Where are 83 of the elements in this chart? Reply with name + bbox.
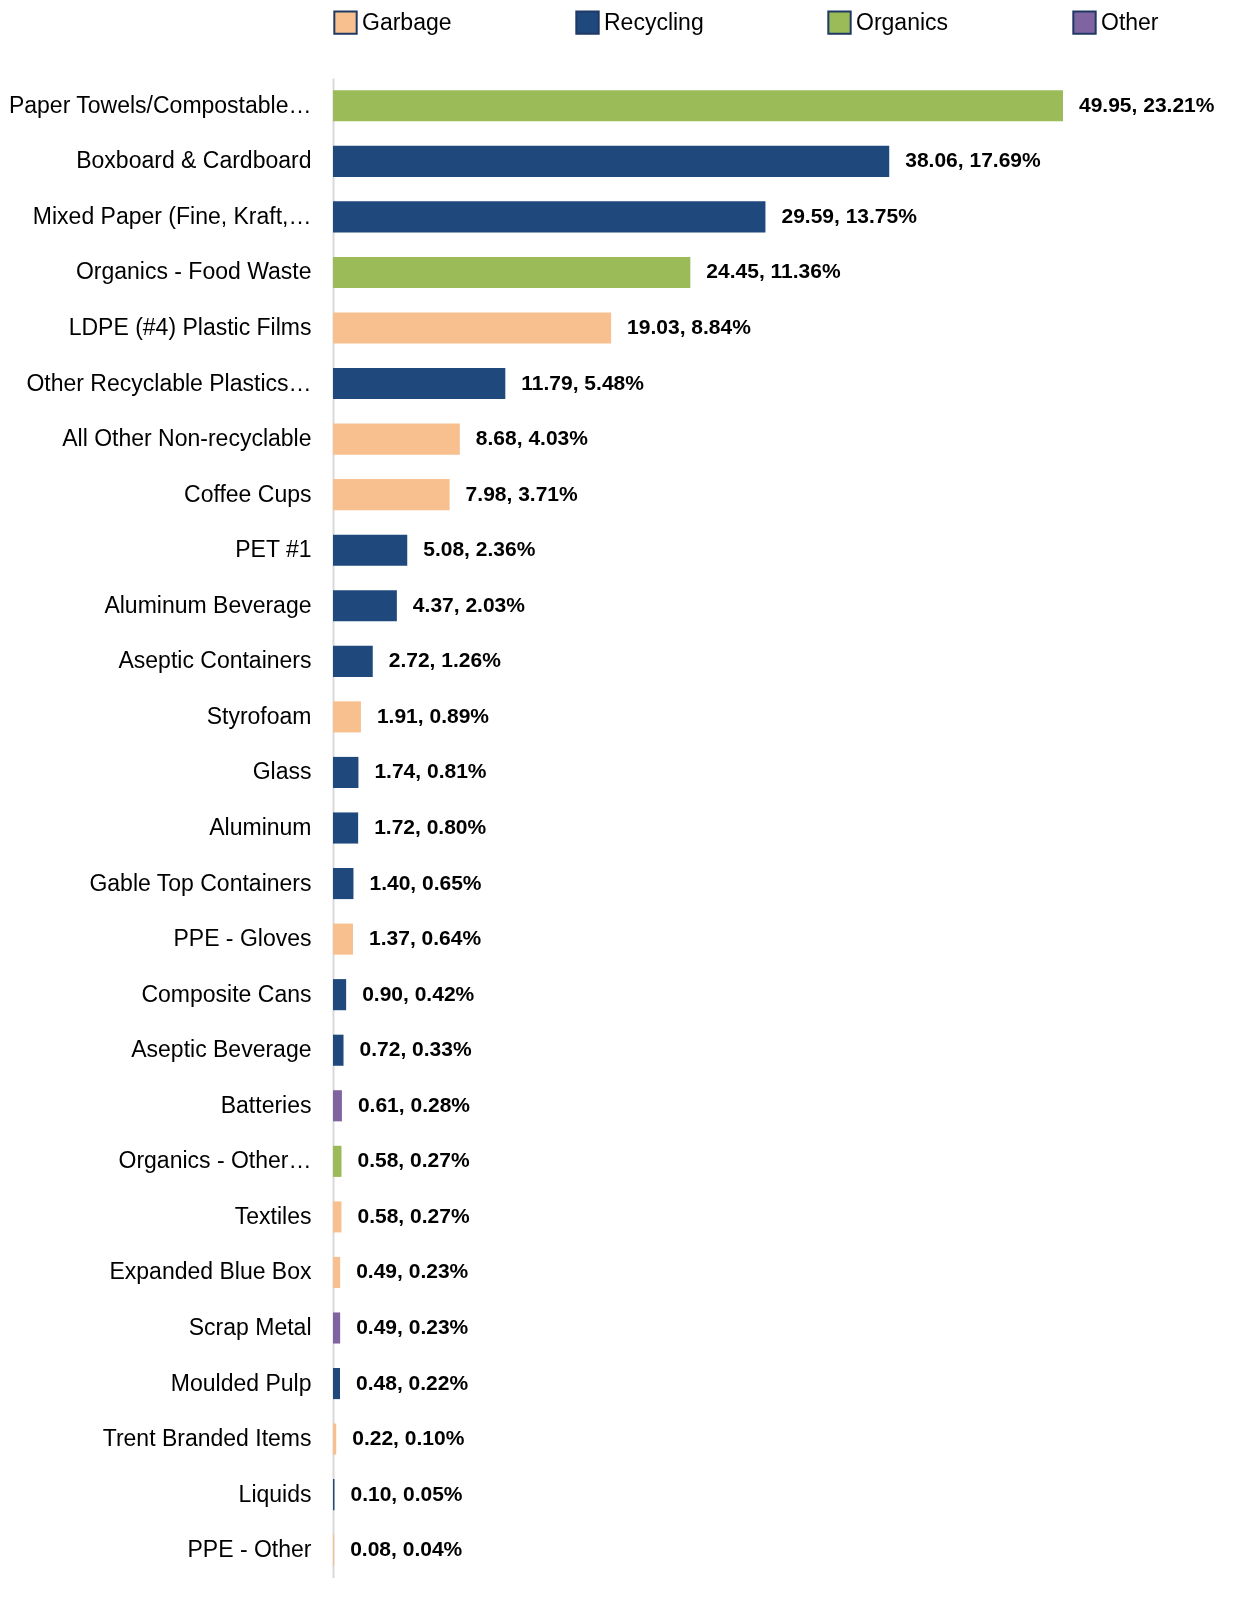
data-label: 0.49, 0.23% <box>356 1259 469 1283</box>
y-tick-label: All Other Non-recyclable <box>62 425 312 452</box>
data-label: 38.06, 17.69% <box>905 148 1041 172</box>
y-tick-label: LDPE (#4) Plastic Films <box>68 314 312 340</box>
bar <box>333 1256 341 1288</box>
bar <box>333 368 506 400</box>
y-tick-label: Aluminum Beverage <box>104 591 312 618</box>
data-label: 0.08, 0.04% <box>350 1537 463 1561</box>
bar <box>333 201 766 233</box>
bar <box>333 756 359 788</box>
bar <box>333 1145 342 1177</box>
bar <box>333 312 612 344</box>
data-label: 11.79, 5.48% <box>521 370 645 394</box>
y-tick-label: Composite Cans <box>141 980 312 1007</box>
y-tick-label: Gable Top Containers <box>89 869 312 896</box>
y-tick-label: Organics - Food Waste <box>75 258 312 285</box>
y-tick-label: Mixed Paper (Fine, Kraft,… <box>32 202 312 229</box>
data-label: 8.68, 4.03% <box>475 426 589 450</box>
bar <box>333 1312 341 1344</box>
bar <box>333 256 691 288</box>
y-tick-label: Liquids <box>238 1480 312 1507</box>
legend-label: Organics <box>856 8 949 35</box>
bar <box>333 534 408 566</box>
y-tick-label: Aseptic Beverage <box>131 1036 312 1063</box>
y-tick-label: Textiles <box>234 1202 312 1229</box>
data-label: 19.03, 8.84% <box>627 315 752 338</box>
y-tick-label: PPE - Other <box>187 1536 312 1563</box>
legend-label: Recycling <box>604 8 704 35</box>
data-label: 2.72, 1.26% <box>388 648 502 672</box>
y-tick-label: Moulded Pulp <box>170 1369 312 1396</box>
bar <box>333 590 397 622</box>
bar <box>333 1090 342 1122</box>
bar <box>333 145 890 177</box>
data-label: 0.90, 0.42% <box>362 981 475 1005</box>
bar <box>333 1423 337 1455</box>
y-tick-label: Scrap Metal <box>188 1314 312 1340</box>
data-label: 4.37, 2.03% <box>412 592 526 616</box>
data-label: 24.45, 11.36% <box>706 259 841 283</box>
bar <box>333 923 354 955</box>
y-tick-label: Trent Branded Items <box>102 1425 312 1452</box>
y-tick-label: Other Recyclable Plastics… <box>26 369 312 396</box>
y-tick-label: Coffee Cups <box>184 480 312 507</box>
legend-label: Garbage <box>362 8 452 35</box>
data-label: 1.91, 0.89% <box>376 703 490 727</box>
bar <box>333 1368 341 1400</box>
bar <box>333 479 450 511</box>
data-label: 7.98, 3.71% <box>465 481 579 505</box>
y-tick-label: PET #1 <box>235 536 312 563</box>
data-label: 1.72, 0.80% <box>374 815 487 838</box>
bar <box>333 701 361 733</box>
y-tick-label: Expanded Blue Box <box>109 1258 312 1285</box>
bar <box>333 812 359 844</box>
y-tick-label: Glass <box>252 758 312 785</box>
data-label: 0.72, 0.33% <box>359 1037 472 1061</box>
data-label: 1.40, 0.65% <box>369 870 482 894</box>
data-label: 0.61, 0.28% <box>357 1092 471 1116</box>
y-tick-label: Styrofoam <box>206 702 312 729</box>
y-tick-label: Aluminum <box>209 814 312 840</box>
data-label: 29.59, 13.75% <box>781 203 918 227</box>
y-tick-label: Organics - Other… <box>118 1147 312 1174</box>
data-label: 0.58, 0.27% <box>357 1148 470 1172</box>
y-tick-label: Batteries <box>220 1091 312 1118</box>
y-tick-label: PPE - Gloves <box>173 925 312 952</box>
bar <box>333 1034 344 1066</box>
data-label: 0.58, 0.27% <box>357 1203 470 1227</box>
legend-label: Other <box>1101 8 1159 35</box>
data-label: 49.95, 23.21% <box>1079 92 1215 116</box>
bar <box>333 645 373 677</box>
data-label: 1.74, 0.81% <box>374 759 487 783</box>
bar <box>333 979 347 1011</box>
data-label: 1.37, 0.64% <box>369 926 482 950</box>
data-label: 0.10, 0.05% <box>350 1481 463 1505</box>
bar <box>333 423 460 455</box>
bar <box>333 868 354 900</box>
data-label: 5.08, 2.36% <box>423 537 536 561</box>
data-label: 0.48, 0.22% <box>356 1370 469 1394</box>
y-tick-label: Paper Towels/Compostable… <box>8 91 312 118</box>
y-tick-label: Aseptic Containers <box>118 647 312 674</box>
bar <box>333 1201 342 1233</box>
data-label: 0.49, 0.23% <box>356 1315 469 1338</box>
data-label: 0.22, 0.10% <box>352 1426 465 1450</box>
bar <box>333 90 1063 122</box>
y-tick-label: Boxboard & Cardboard <box>76 147 312 174</box>
